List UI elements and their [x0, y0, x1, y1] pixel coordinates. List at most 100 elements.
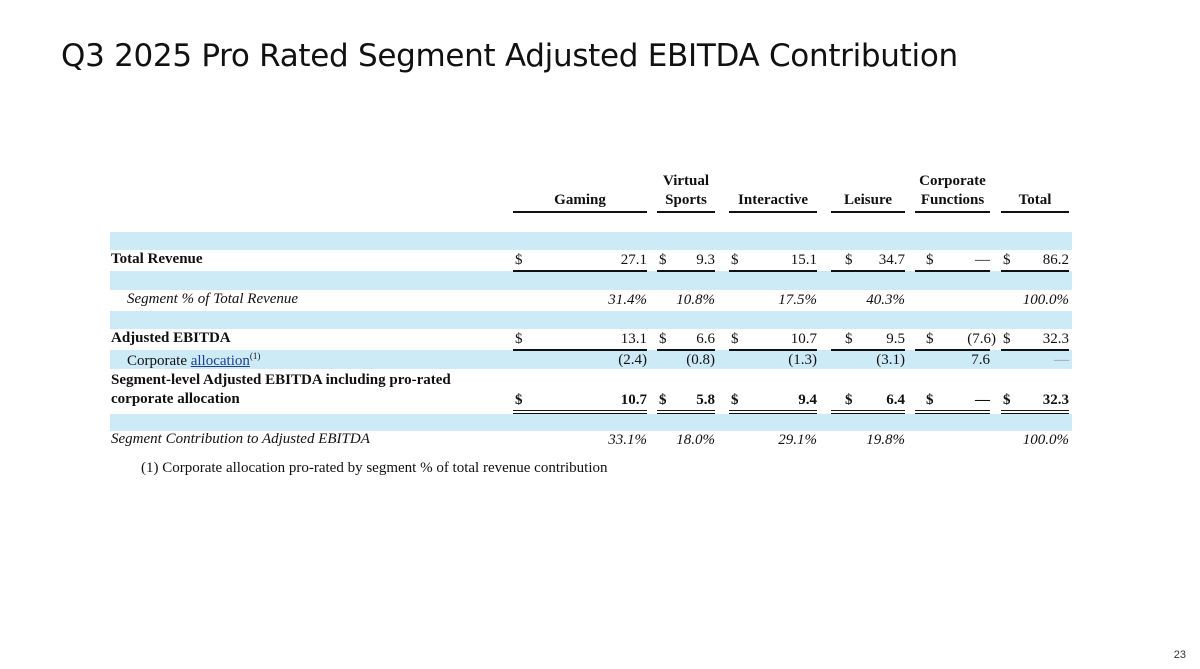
dollar-sign: $: [926, 392, 934, 408]
dollar-sign: $: [515, 392, 523, 408]
table-cell-segment-pct: 40.3%: [831, 291, 905, 310]
table-cell-segment-contribution: 100.0%: [1001, 431, 1069, 450]
table-cell-segment-level: $9.4: [729, 391, 817, 414]
row-band: [110, 350, 1072, 369]
table-cell-segment-level: $ —: [915, 391, 990, 414]
dollar-sign: $: [1003, 252, 1011, 268]
dollar-sign: $: [515, 331, 523, 347]
table-cell-adjusted-ebitda: $9.5: [831, 330, 905, 351]
cell-value: 32.3: [1042, 392, 1069, 408]
cell-value: 17.5%: [778, 292, 817, 308]
cell-value: (7.6): [967, 331, 996, 347]
dollar-sign: $: [845, 252, 853, 268]
column-header: Gaming: [513, 172, 647, 213]
column-header: Corporate Functions: [915, 172, 990, 213]
cell-value: (3.1): [876, 352, 905, 368]
allocation-link[interactable]: allocation: [190, 353, 250, 369]
table-cell-total-revenue: $ —: [915, 251, 990, 272]
column-header-line1: [1001, 172, 1069, 191]
cell-value: 6.6: [696, 331, 715, 347]
row-band: [110, 271, 1072, 290]
column-header: Leisure: [831, 172, 905, 213]
label-segment-pct: Segment % of Total Revenue: [127, 291, 299, 307]
column-header-line2: Functions: [920, 192, 985, 208]
table-cell-segment-pct: 17.5%: [729, 291, 817, 310]
dollar-sign: $: [731, 331, 739, 347]
table-cell-segment-contribution: [915, 431, 990, 450]
cell-value: 10.7: [790, 331, 817, 347]
dollar-sign: $: [926, 252, 934, 268]
cell-value: 40.3%: [866, 292, 905, 308]
table-cell-segment-contribution: 19.8%: [831, 431, 905, 450]
table-cell-corporate-allocation: (2.4): [513, 351, 647, 370]
column-header-line1: Corporate: [919, 173, 986, 189]
table-cell-adjusted-ebitda: $32.3: [1001, 330, 1069, 351]
column-header-line1: [513, 172, 647, 191]
table-cell-corporate-allocation: —: [1001, 351, 1069, 370]
table-cell-total-revenue: $86.2: [1001, 251, 1069, 272]
cell-value: 34.7: [878, 252, 905, 268]
cell-value: 5.8: [696, 392, 715, 408]
column-header-line2: Interactive: [738, 192, 808, 208]
dollar-sign: $: [845, 331, 853, 347]
table-cell-total-revenue: $9.3: [657, 251, 715, 272]
cell-value: 6.4: [886, 392, 905, 408]
cell-value: 15.1: [790, 252, 817, 268]
dollar-sign: $: [1003, 331, 1011, 347]
table-cell-segment-contribution: 18.0%: [657, 431, 715, 450]
table-cell-adjusted-ebitda: $10.7: [729, 330, 817, 351]
cell-value: 100.0%: [1022, 292, 1069, 308]
dollar-sign: $: [659, 392, 667, 408]
cell-value: 10.8%: [676, 292, 715, 308]
label-corporate-allocation: Corporate allocation(1): [127, 351, 260, 370]
cell-value: 86.2: [1042, 252, 1069, 268]
table-cell-segment-pct: [915, 291, 990, 310]
table-cell-total-revenue: $34.7: [831, 251, 905, 272]
table-cell-adjusted-ebitda: $6.6: [657, 330, 715, 351]
cell-value: —: [975, 252, 990, 268]
cell-value: 27.1: [620, 252, 647, 268]
column-header: Virtual Sports: [657, 172, 715, 213]
column-header: Total: [1001, 172, 1069, 213]
table-cell-adjusted-ebitda: $ (7.6): [915, 330, 996, 351]
cell-value: 7.6: [971, 352, 990, 368]
cell-value: 9.5: [886, 331, 905, 347]
column-header-line2: Total: [1018, 192, 1052, 208]
column-header-line2: Sports: [665, 192, 707, 208]
cell-value: 100.0%: [1022, 432, 1069, 448]
cell-value: 9.4: [798, 392, 817, 408]
cell-value: 33.1%: [608, 432, 647, 448]
cell-value: (1.3): [788, 352, 817, 368]
label-segment-contribution: Segment Contribution to Adjusted EBITDA: [111, 431, 370, 447]
footnote: (1) Corporate allocation pro-rated by se…: [141, 460, 608, 476]
column-header: Interactive: [729, 172, 817, 213]
cell-value: 29.1%: [778, 432, 817, 448]
dollar-sign: $: [659, 252, 667, 268]
column-header-line1: [729, 172, 817, 191]
dollar-sign: $: [845, 392, 853, 408]
table-cell-segment-contribution: 33.1%: [513, 431, 647, 450]
table-cell-segment-level: $32.3: [1001, 391, 1069, 414]
row-band: [110, 232, 1072, 250]
table-cell-corporate-allocation: 7.6: [915, 351, 990, 370]
cell-value: 18.0%: [676, 432, 715, 448]
dollar-sign: $: [659, 331, 667, 347]
table-cell-corporate-allocation: (0.8): [657, 351, 715, 370]
row-band: [110, 414, 1072, 431]
footnote-ref: (1): [249, 351, 261, 361]
column-header-line1: Virtual: [662, 173, 710, 189]
cell-value: 10.7: [620, 392, 647, 408]
label-segment-level-line1: Segment-level Adjusted EBITDA including …: [111, 372, 451, 388]
table-cell-total-revenue: $27.1: [513, 251, 647, 272]
cell-value: 31.4%: [608, 292, 647, 308]
table-cell-adjusted-ebitda: $13.1: [513, 330, 647, 351]
cell-value: (0.8): [686, 352, 715, 368]
cell-value: 19.8%: [866, 432, 905, 448]
column-header-line2: Gaming: [554, 192, 606, 208]
row-band: [110, 311, 1072, 329]
page-number: 23: [1173, 649, 1186, 661]
table-cell-segment-level: $6.4: [831, 391, 905, 414]
dollar-sign: $: [926, 331, 934, 347]
label-adjusted-ebitda: Adjusted EBITDA: [111, 330, 231, 346]
label-total-revenue: Total Revenue: [111, 251, 203, 267]
